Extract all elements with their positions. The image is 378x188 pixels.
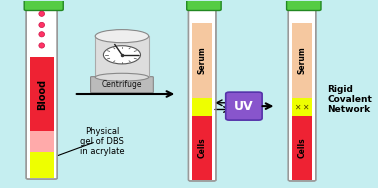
FancyBboxPatch shape xyxy=(189,5,216,181)
Text: Blood: Blood xyxy=(37,79,47,111)
FancyBboxPatch shape xyxy=(226,92,262,120)
FancyBboxPatch shape xyxy=(288,5,316,181)
Bar xyxy=(192,98,212,116)
Text: Centrifuge: Centrifuge xyxy=(102,80,142,89)
Bar xyxy=(192,116,212,180)
Text: Physical
gel of DBS
in acrylate: Physical gel of DBS in acrylate xyxy=(80,127,125,156)
FancyBboxPatch shape xyxy=(287,0,321,11)
FancyBboxPatch shape xyxy=(91,77,153,93)
Bar xyxy=(292,23,312,98)
Text: Cells: Cells xyxy=(198,138,207,158)
Ellipse shape xyxy=(39,11,45,16)
FancyBboxPatch shape xyxy=(26,5,57,179)
Text: ✕: ✕ xyxy=(294,103,300,111)
Text: UV: UV xyxy=(234,100,254,113)
Bar xyxy=(292,98,312,116)
Ellipse shape xyxy=(104,46,141,64)
Bar xyxy=(30,131,54,152)
Bar xyxy=(30,152,54,178)
FancyBboxPatch shape xyxy=(187,0,221,11)
Text: Rigid
Covalent
Network: Rigid Covalent Network xyxy=(327,85,372,114)
Bar xyxy=(95,36,149,77)
Ellipse shape xyxy=(95,30,149,43)
Text: Serum: Serum xyxy=(297,47,307,74)
Ellipse shape xyxy=(39,43,45,48)
Bar xyxy=(192,23,212,98)
Text: ✕: ✕ xyxy=(302,103,308,111)
Bar xyxy=(292,116,312,180)
Text: Cells: Cells xyxy=(297,138,307,158)
Ellipse shape xyxy=(39,22,45,28)
FancyBboxPatch shape xyxy=(24,0,63,11)
Ellipse shape xyxy=(39,32,45,37)
Bar xyxy=(30,57,54,131)
Ellipse shape xyxy=(95,73,149,81)
Text: Serum: Serum xyxy=(198,47,207,74)
